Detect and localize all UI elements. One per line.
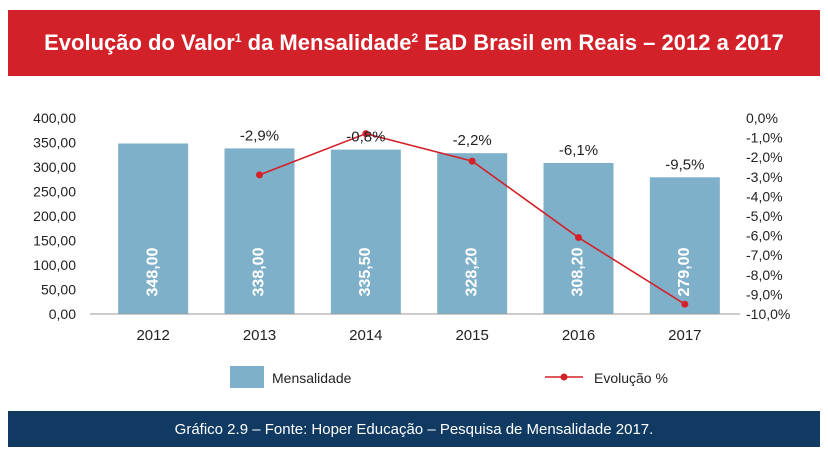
bar-value-label: 335,50 [357, 247, 374, 296]
y-right-tick-label: -10,0% [746, 306, 790, 322]
bar-value-label: 348,00 [144, 247, 161, 296]
y-right-tick-label: 0,0% [746, 110, 778, 126]
evolucao-point [468, 157, 476, 165]
legend-line-label: Evolução % [594, 370, 668, 386]
combo-chart: 400,00 350,00 300,00 250,00 200,00 150,00 100,… [33, 110, 790, 388]
y-right-tick-label: -3,0% [746, 169, 783, 185]
x-tick-label: 2015 [455, 327, 488, 344]
bar-value-label: 279,00 [676, 247, 693, 296]
x-tick-label: 2017 [668, 327, 701, 344]
y-left-tick-label: 150,00 [33, 233, 76, 249]
legend-line-marker [560, 373, 568, 381]
y-right-tick-label: -7,0% [746, 247, 783, 263]
y-right-tick-label: -5,0% [746, 208, 783, 224]
legend-bar-swatch [230, 366, 264, 388]
evolucao-value-label: -2,9% [240, 127, 279, 144]
evolucao-point [362, 130, 370, 138]
bar-value-label: 308,20 [570, 247, 587, 296]
title-footnote-2: 2 [411, 31, 419, 45]
chart-title-bar: Evolução do Valor1 da Mensalidade2 EaD B… [8, 10, 820, 76]
evolucao-point [575, 234, 582, 242]
evolucao-point [681, 300, 689, 308]
y-left-tick-label: 200,00 [33, 208, 76, 224]
y-right-tick-label: -4,0% [746, 188, 783, 204]
bar-2012 [118, 143, 189, 314]
bar-value-label: 338,00 [251, 247, 268, 296]
y-left-tick-label: 300,00 [33, 159, 76, 175]
y-right-tick-label: -2,0% [746, 149, 783, 165]
title-footnote-1: 1 [234, 31, 242, 45]
x-tick-label: 2014 [349, 327, 382, 344]
y-right-tick-label: -9,0% [746, 286, 783, 302]
y-left-tick-label: 0,00 [49, 306, 76, 322]
source-caption: Gráfico 2.9 – Fonte: Hoper Educação – Pe… [174, 420, 654, 438]
y-left-tick-label: 50,00 [41, 282, 76, 298]
y-left-tick-label: 350,00 [33, 135, 76, 151]
y-left-tick-label: 250,00 [33, 184, 76, 200]
legend-bar-label: Mensalidade [272, 370, 352, 386]
source-footer-bar: Gráfico 2.9 – Fonte: Hoper Educação – Pe… [8, 411, 820, 447]
evolucao-value-label: -9,5% [665, 156, 704, 173]
chart-title: Evolução do Valor1 da Mensalidade2 EaD B… [44, 30, 784, 56]
x-tick-label: 2016 [562, 327, 595, 344]
y-right-tick-label: -8,0% [746, 267, 783, 283]
title-part-3: EaD Brasil em Reais – 2012 a 2017 [418, 30, 784, 55]
y-left-tick-label: 100,00 [33, 257, 76, 273]
y-right-tick-label: -1,0% [746, 130, 783, 146]
bar-2017 [649, 177, 720, 314]
evolucao-value-label: -0,8% [346, 129, 385, 146]
y-left-tick-label: 400,00 [33, 110, 76, 126]
title-part-2: da Mensalidade [241, 30, 412, 55]
bar-2014 [330, 149, 401, 314]
x-tick-label: 2013 [243, 327, 276, 344]
y-right-tick-label: -6,0% [746, 228, 783, 244]
x-tick-label: 2012 [136, 327, 169, 344]
bar-value-label: 328,20 [463, 247, 480, 296]
title-part-1: Evolução do Valor [44, 30, 235, 55]
bar-2015 [437, 153, 508, 314]
evolucao-value-label: -2,2% [453, 132, 492, 149]
evolucao-point [256, 171, 263, 179]
evolucao-value-label: -6,1% [559, 142, 598, 159]
